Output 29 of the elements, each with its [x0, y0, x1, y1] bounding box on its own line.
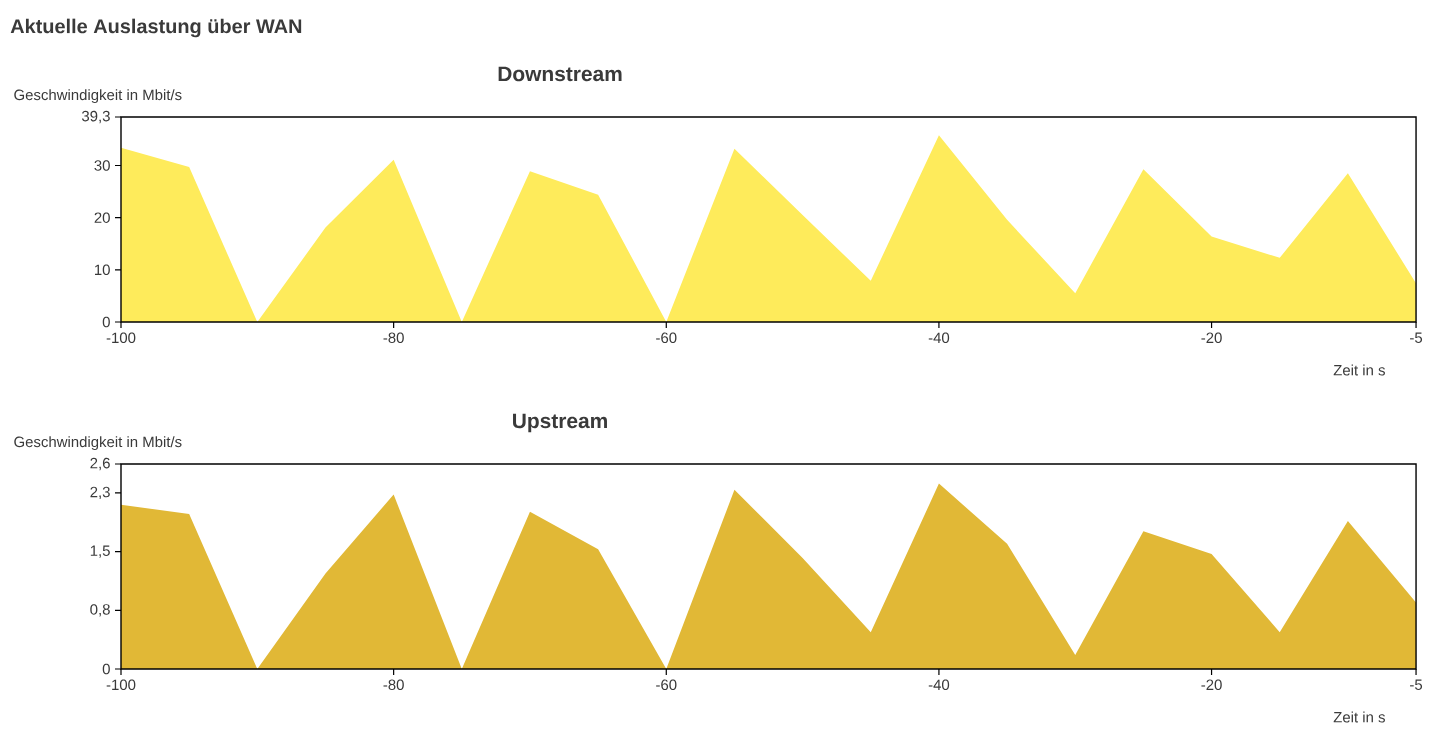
y-tick-label: 0	[102, 663, 110, 675]
y-tick-label: 10	[95, 264, 110, 276]
y-tick-label: 2,3	[90, 486, 110, 500]
x-tick-label: -20	[1201, 679, 1222, 691]
y-tick-label: 39,3	[81, 110, 110, 124]
chart-title: Upstream	[513, 413, 607, 433]
y-tick-label: 1,5	[90, 545, 110, 558]
x-tick-label: -80	[383, 679, 404, 691]
x-tick-label: -5	[1410, 332, 1423, 343]
y-axis-title: Geschwindigkeit in Mbit/s	[14, 89, 182, 104]
y-tick-label: 2,6	[90, 457, 110, 471]
y-tick-label: 20	[94, 212, 110, 223]
x-tick-label: -5	[1410, 679, 1423, 690]
x-axis-title: Zeit in s	[1333, 364, 1385, 376]
x-tick-label: -100	[106, 332, 136, 344]
chart-title: Downstream	[498, 66, 622, 82]
x-tick-label: -80	[383, 332, 404, 344]
text: Aktuelle Auslastung über WAN	[10, 18, 302, 38]
x-tick-label: -100	[106, 679, 136, 691]
y-axis-title: Geschwindigkeit in Mbit/s	[14, 436, 182, 451]
y-tick-label: 0,8	[90, 604, 110, 617]
x-tick-label: -60	[656, 679, 677, 691]
x-tick-label: -40	[928, 679, 950, 691]
x-tick-label: -20	[1201, 332, 1222, 344]
x-tick-label: -40	[928, 332, 950, 344]
x-axis-title: Zeit in s	[1333, 711, 1385, 723]
x-tick-label: -60	[656, 332, 677, 344]
y-tick-label: 30	[94, 160, 110, 171]
y-tick-label: 0	[102, 316, 110, 328]
